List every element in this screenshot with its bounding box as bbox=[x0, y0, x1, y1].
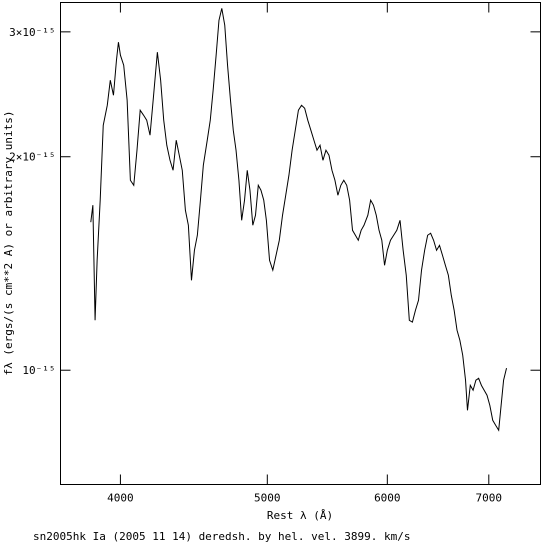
y-tick-label: 2×10⁻¹⁵ bbox=[9, 151, 55, 164]
plot-frame bbox=[60, 2, 541, 485]
x-tick-label: 4000 bbox=[107, 492, 134, 505]
y-tick-label: 10⁻¹⁵ bbox=[22, 364, 55, 377]
chart-caption: sn2005hk Ia (2005 11 14) deredsh. by hel… bbox=[33, 530, 411, 543]
x-tick-label: 7000 bbox=[476, 492, 503, 505]
y-axis-label: fλ (ergs/(s cm**2 A) or arbitrary units) bbox=[2, 111, 15, 376]
x-tick-label: 6000 bbox=[374, 492, 401, 505]
x-tick-label: 5000 bbox=[254, 492, 281, 505]
spectrum-line bbox=[90, 8, 508, 432]
x-axis-label: Rest λ (Å) bbox=[267, 509, 333, 522]
y-tick-label: 3×10⁻¹⁵ bbox=[9, 26, 55, 39]
